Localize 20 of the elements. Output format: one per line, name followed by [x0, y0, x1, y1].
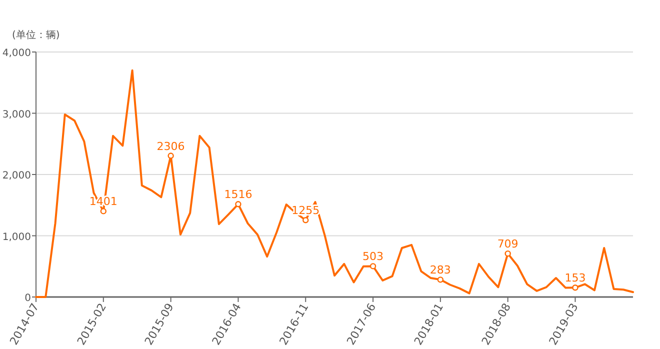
- point: [168, 152, 174, 159]
- data-label: 2306: [156, 140, 185, 153]
- y-tick-label: 2,000: [2, 170, 31, 182]
- point: [504, 250, 511, 257]
- point: [370, 263, 376, 270]
- point: [437, 276, 444, 283]
- y-tick-label: 4,000: [2, 48, 31, 59]
- point: [235, 201, 242, 208]
- y-axis-title: (单位：辆): [12, 29, 60, 41]
- point: [302, 217, 309, 224]
- data-label: 153: [564, 272, 586, 285]
- y-tick-label: 3,000: [2, 109, 31, 120]
- data-label: 283: [430, 264, 451, 277]
- data-label: 709: [497, 238, 518, 251]
- y-tick-label: 1,000: [2, 232, 31, 243]
- y-tick-label: 0: [24, 293, 31, 304]
- data-label: 503: [362, 250, 384, 264]
- data-label: 1516: [224, 188, 252, 202]
- point: [100, 208, 107, 214]
- point: [572, 284, 578, 291]
